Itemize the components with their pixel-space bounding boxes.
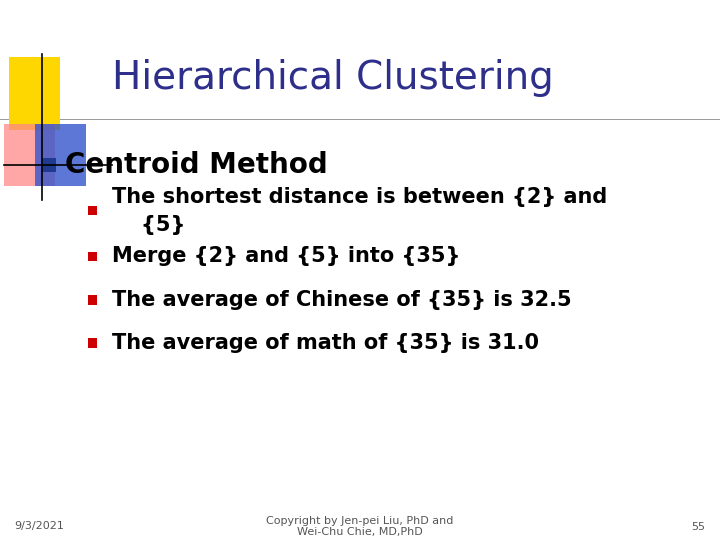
Bar <box>42 158 56 172</box>
Bar <box>88 206 97 215</box>
Text: The average of math of {35} is 31.0: The average of math of {35} is 31.0 <box>112 333 539 353</box>
Bar <box>88 252 97 261</box>
Bar <box>9 57 60 130</box>
Text: The shortest distance is between {2} and
    {5}: The shortest distance is between {2} and… <box>112 187 607 234</box>
Text: 9/3/2021: 9/3/2021 <box>14 522 64 531</box>
Text: Merge {2} and {5} into {35}: Merge {2} and {5} into {35} <box>112 246 460 267</box>
Bar <box>35 124 86 186</box>
Text: 55: 55 <box>692 522 706 531</box>
Text: The average of Chinese of {35} is 32.5: The average of Chinese of {35} is 32.5 <box>112 289 571 310</box>
Bar <box>88 295 97 305</box>
Text: Copyright by Jen-pei Liu, PhD and
Wei-Chu Chie, MD,PhD: Copyright by Jen-pei Liu, PhD and Wei-Ch… <box>266 516 454 537</box>
Bar <box>4 124 55 186</box>
Text: Hierarchical Clustering: Hierarchical Clustering <box>112 59 554 97</box>
Text: Centroid Method: Centroid Method <box>65 151 328 179</box>
Bar <box>88 338 97 348</box>
